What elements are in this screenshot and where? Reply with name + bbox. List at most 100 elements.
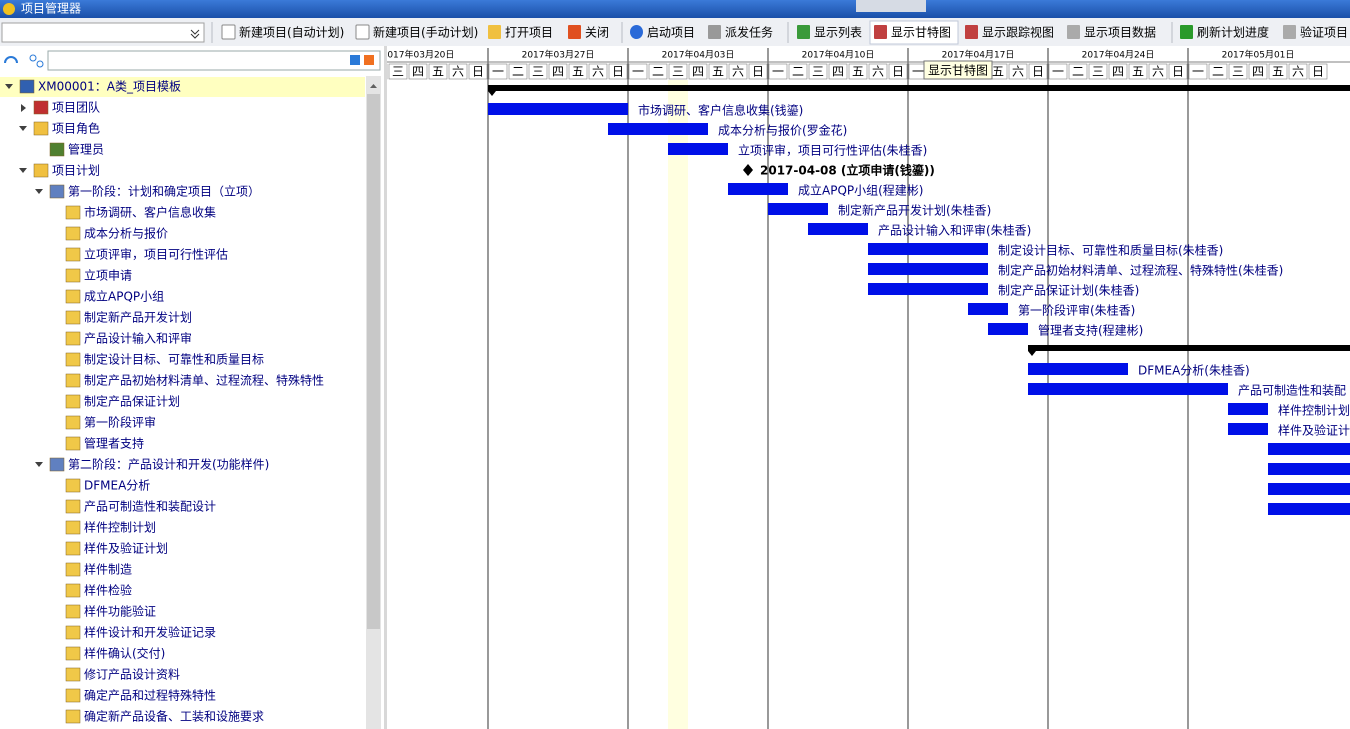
day-label: 六 (1152, 65, 1164, 79)
day-label: 日 (612, 65, 624, 79)
dropdown-arrow (190, 29, 200, 39)
search-input[interactable] (47, 50, 381, 71)
toolbar-icon (965, 25, 978, 39)
task-label: DFMEA分析(朱桂香) (1138, 363, 1250, 378)
tree-node[interactable]: 样件制造 (84, 562, 132, 577)
tree-node[interactable]: 制定产品初始材料清单、过程流程、特殊特性 (84, 373, 324, 388)
toolbar-button[interactable]: 新建项目(自动计划) (239, 25, 344, 40)
tree-expander[interactable] (19, 168, 27, 173)
toolbar-button[interactable]: 显示列表 (814, 26, 862, 40)
tree-node[interactable]: 制定产品保证计划 (84, 394, 180, 409)
day-label: 五 (852, 65, 864, 79)
tree-node[interactable]: DFMEA分析 (84, 479, 150, 493)
tree-expander[interactable] (35, 189, 43, 194)
task-bar[interactable] (728, 183, 788, 195)
toolbar-icon (1180, 25, 1193, 39)
tree-node[interactable]: 样件控制计划 (84, 520, 156, 535)
tree-icon (49, 457, 65, 472)
tree-node[interactable]: 确定产品和过程特殊特性 (84, 688, 216, 703)
tree-node[interactable]: 立项申请 (84, 268, 132, 283)
scroll-up[interactable] (370, 84, 377, 88)
toolbar-button[interactable]: 刷新计划进度 (1197, 25, 1269, 40)
search-down[interactable] (350, 55, 360, 65)
task-bar[interactable] (1268, 443, 1350, 455)
toolbar-button[interactable]: 关闭 (585, 26, 609, 40)
tree-node[interactable]: 成立APQP小组 (84, 289, 164, 304)
tree-expander[interactable] (35, 462, 43, 467)
splitter[interactable] (384, 46, 387, 729)
day-cell (548, 63, 568, 80)
task-bar[interactable] (988, 323, 1028, 335)
toolbar-button[interactable]: 新建项目(手动计划) (373, 25, 478, 40)
tree-node[interactable]: 第一阶段评审 (84, 415, 156, 430)
tree-icon (33, 163, 49, 178)
tree-node[interactable]: 样件及验证计划 (84, 541, 168, 556)
task-label: 成本分析与报价(罗金花) (718, 123, 847, 138)
tree-node[interactable]: 项目角色 (52, 122, 100, 136)
expand-icon[interactable] (36, 60, 44, 68)
toolbar-button[interactable]: 验证项目 (1300, 25, 1348, 40)
tree-node[interactable]: 确定新产品设备、工装和设施要求 (84, 709, 264, 724)
tree-node[interactable]: 样件确认(交付) (84, 646, 165, 661)
toolbar-button[interactable]: 显示项目数据 (1084, 25, 1156, 40)
tree-node[interactable]: 项目计划 (52, 164, 100, 178)
tree-node[interactable]: 样件检验 (84, 583, 132, 598)
toolbar-button[interactable]: 派发任务 (725, 25, 773, 40)
search-up[interactable] (364, 55, 374, 65)
task-bar[interactable] (1268, 503, 1350, 515)
tree-node[interactable]: 立项评审，项目可行性评估 (84, 247, 228, 262)
scroll-thumb[interactable] (367, 94, 380, 629)
tree-node[interactable]: 样件功能验证 (84, 604, 156, 619)
task-bar[interactable] (1228, 423, 1268, 435)
window-controls[interactable] (856, 0, 926, 12)
tree-node[interactable]: 制定新产品开发计划 (84, 310, 192, 325)
task-bar[interactable] (768, 203, 828, 215)
task-bar[interactable] (868, 283, 988, 295)
tree-node[interactable]: 第二阶段：产品设计和开发(功能样件) (68, 457, 269, 472)
tree-node[interactable]: 市场调研、客户信息收集 (84, 205, 216, 220)
tree-node[interactable]: 项目团队 (52, 100, 100, 115)
tree-expander[interactable] (19, 126, 27, 131)
expand-icon[interactable] (29, 54, 37, 62)
tree-icon (19, 79, 35, 94)
task-bar[interactable] (868, 243, 988, 255)
task-bar[interactable] (608, 123, 708, 135)
tree-node[interactable]: 样件设计和开发验证记录 (84, 625, 216, 640)
task-bar[interactable] (1268, 463, 1350, 475)
tree-node[interactable]: 管理者支持 (84, 436, 144, 451)
milestone (743, 164, 753, 176)
toolbar-icon (708, 25, 721, 39)
tree-icon (65, 331, 81, 346)
tree-node[interactable]: 修订产品设计资料 (84, 667, 180, 682)
task-bar[interactable] (1028, 383, 1228, 395)
toolbar-icon (797, 25, 810, 39)
tree-node[interactable]: 制定设计目标、可靠性和质量目标 (84, 352, 264, 367)
day-cell (488, 63, 508, 80)
task-bar[interactable] (868, 263, 988, 275)
toolbar-button[interactable]: 打开项目 (505, 26, 553, 40)
tree-node[interactable]: 产品可制造性和装配设计 (84, 500, 216, 514)
task-bar[interactable] (488, 103, 628, 115)
task-bar[interactable] (668, 143, 728, 155)
tree-node[interactable]: 第一阶段：计划和确定项目（立项） (68, 184, 260, 199)
refresh-icon[interactable] (4, 56, 18, 64)
project-dropdown[interactable] (1, 22, 205, 43)
task-bar[interactable] (808, 223, 868, 235)
summary-cap (488, 91, 496, 96)
tree-expander[interactable] (21, 104, 26, 112)
toolbar-button[interactable]: 显示甘特图 (891, 25, 951, 40)
task-bar[interactable] (968, 303, 1008, 315)
toolbar-button[interactable]: 显示跟踪视图 (982, 25, 1054, 40)
task-bar[interactable] (1268, 483, 1350, 495)
toolbar-icon (874, 25, 887, 39)
tree-expander[interactable] (5, 84, 13, 89)
task-label: 市场调研、客户信息收集(钱鎏) (638, 103, 803, 118)
task-bar[interactable] (1228, 403, 1268, 415)
tree-node[interactable]: 管理员 (68, 142, 104, 157)
tree-node[interactable]: XM00001：A类_项目模板 (38, 80, 181, 94)
toolbar-button[interactable]: 启动项目 (647, 26, 695, 40)
tree-node[interactable]: 产品设计输入和评审 (84, 331, 192, 346)
task-bar[interactable] (1028, 363, 1128, 375)
tree-node[interactable]: 成本分析与报价 (84, 226, 168, 241)
day-cell (668, 63, 688, 80)
